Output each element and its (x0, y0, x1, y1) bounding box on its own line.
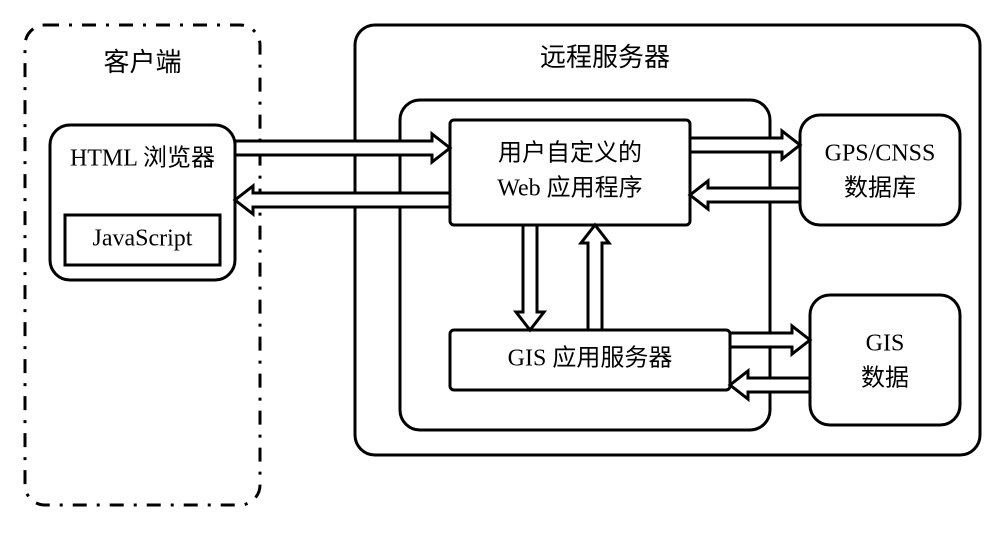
label-javascript: JavaScript (93, 226, 193, 252)
svg-text:用户自定义的: 用户自定义的 (498, 140, 642, 167)
svg-text:GIS 应用服务器: GIS 应用服务器 (508, 345, 673, 372)
label-browser: HTML 浏览器 (70, 145, 215, 172)
svg-text:Web 应用程序: Web 应用程序 (497, 175, 642, 202)
node-gisdb (810, 295, 960, 425)
svg-text:数据库: 数据库 (844, 175, 916, 202)
node-webapp (450, 120, 690, 225)
client-title: 客户端 (103, 48, 181, 77)
server-title: 远程服务器 (540, 43, 670, 72)
architecture-diagram: 客户端 远程服务器 HTML 浏览器 JavaScript 用户自定义的 Web 应用程序… (0, 0, 1000, 533)
svg-text:GPS/CNSS: GPS/CNSS (825, 141, 936, 167)
svg-text:数据: 数据 (861, 365, 909, 392)
node-gpsdb (800, 115, 960, 225)
svg-text:GIS: GIS (866, 331, 905, 357)
